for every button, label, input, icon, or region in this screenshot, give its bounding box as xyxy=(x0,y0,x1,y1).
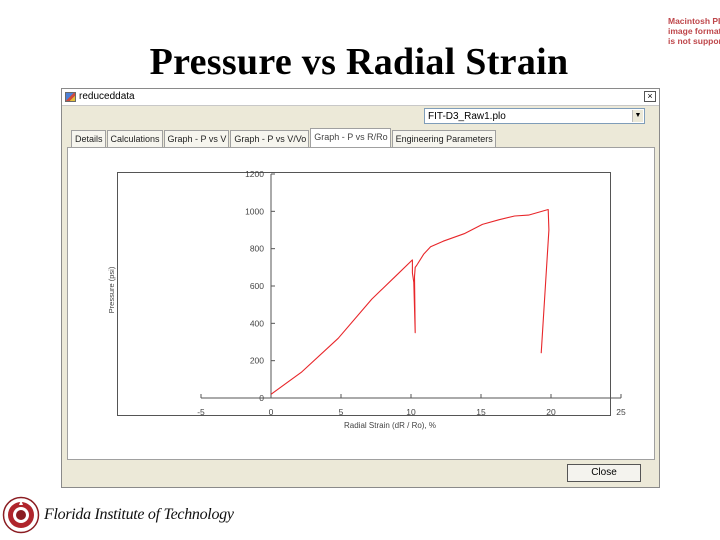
chevron-down-icon[interactable]: ▼ xyxy=(632,110,643,122)
y-tick-label: 600 xyxy=(250,281,264,291)
app-icon xyxy=(65,92,76,102)
fit-seal-logo xyxy=(2,496,40,534)
pressure-strain-chart: 0 200 400 600 800 1000 1200 -5 0 5 10 15 20 25 Pressur… xyxy=(107,169,626,430)
y-tick-label: 800 xyxy=(250,244,264,254)
x-tick-label: -5 xyxy=(197,407,205,417)
graph-panel: 0 200 400 600 800 1000 1200 -5 0 5 10 15 20 25 Pressur… xyxy=(67,147,655,460)
tab-details[interactable]: Details xyxy=(71,130,106,148)
y-axis-label: Pressure (psi) xyxy=(107,266,116,313)
window-title: reduceddata xyxy=(79,91,135,102)
x-tick-label: 25 xyxy=(616,407,626,417)
x-tick-label: 5 xyxy=(339,407,344,417)
series-line xyxy=(270,208,550,395)
tab-graph-p-vs-v[interactable]: Graph - P vs V xyxy=(163,130,230,148)
note-line: is not supported xyxy=(668,36,720,46)
x-tick-label: 10 xyxy=(406,407,416,417)
unsupported-image-note: Macintosh PICT image format is not suppo… xyxy=(668,16,720,46)
tab-engineering-parameters[interactable]: Engineering Parameters xyxy=(391,130,496,148)
note-line: image format xyxy=(668,26,720,36)
tab-calculations[interactable]: Calculations xyxy=(106,130,163,148)
tab-graph-p-vs-r-ro[interactable]: Graph - P vs R/Ro xyxy=(310,128,391,147)
y-tick-label: 200 xyxy=(250,356,264,366)
dropdown-value: FIT-D3_Raw1.plo xyxy=(428,111,506,122)
tab-graph-p-vs-v-vo[interactable]: Graph - P vs V/Vo xyxy=(230,130,310,148)
close-button[interactable]: Close xyxy=(567,464,641,482)
window-titlebar[interactable]: reduceddata × xyxy=(62,89,659,106)
reduceddata-window: reduceddata × FIT-D3_Raw1.plo ▼ Details … xyxy=(61,88,660,488)
y-tick-label: 400 xyxy=(250,318,264,328)
file-select-dropdown[interactable]: FIT-D3_Raw1.plo ▼ xyxy=(424,108,645,124)
plot-frame xyxy=(117,172,611,416)
y-tick-label: 1000 xyxy=(245,206,264,216)
x-tick-label: 15 xyxy=(476,407,486,417)
slide-title: Pressure vs Radial Strain xyxy=(149,41,569,83)
y-tick-label: 0 xyxy=(259,393,264,403)
window-close-icon[interactable]: × xyxy=(644,91,656,102)
y-tick-label: 1200 xyxy=(245,169,264,179)
x-tick-label: 0 xyxy=(269,407,274,417)
x-tick-label: 20 xyxy=(546,407,556,417)
footer-institution-name: Florida Institute of Technology xyxy=(44,506,234,523)
x-axis-label: Radial Strain (dR / Ro), % xyxy=(344,421,436,430)
tab-strip: Details Calculations Graph - P vs V Grap… xyxy=(71,128,497,148)
note-line: Macintosh PICT xyxy=(668,16,720,26)
